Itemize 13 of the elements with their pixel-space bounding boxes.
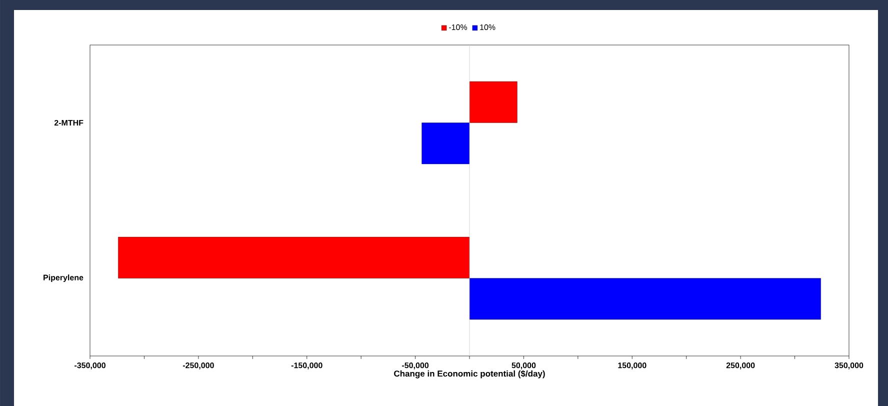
x-axis-title: Change in Economic potential ($/day)	[394, 370, 545, 378]
y-tick-label: Piperylene	[44, 274, 84, 282]
x-tick-label: 150,000	[618, 362, 646, 370]
x-tick-label: -250,000	[182, 362, 214, 370]
y-tick-label: 2-MTHF	[54, 120, 84, 126]
x-tick-label: -150,000	[291, 362, 322, 370]
legend-label: -10%	[449, 24, 468, 30]
x-tick-label: -350,000	[74, 362, 106, 370]
x-tick-label: -50,000	[402, 362, 429, 370]
x-tick-label: 50,000	[512, 362, 536, 370]
x-tick-label: 250,000	[726, 362, 755, 370]
legend-label: 10%	[480, 24, 496, 30]
x-tick-label: 350,000	[834, 362, 864, 370]
